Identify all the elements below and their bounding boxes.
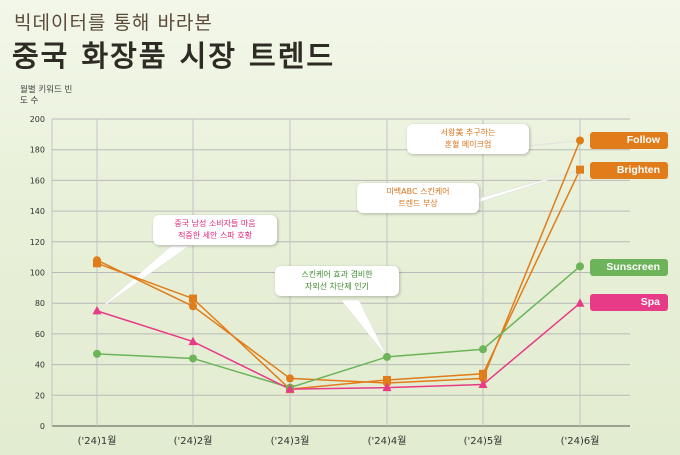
x-tick-label: ('24)4월: [368, 435, 407, 447]
data-point-brighten: [383, 375, 391, 384]
y-tick-label: 140: [30, 207, 45, 216]
callout-spa-line1: 중국 남성 소비자들 마음: [174, 219, 256, 228]
chart-subtitle: 빅데이터를 통해 바라본: [14, 12, 213, 34]
series-line-sunscreen: [96, 265, 581, 389]
data-point-sunscreen: [93, 349, 101, 358]
legend-brighten: Brighten: [590, 162, 668, 179]
callout-spa: 중국 남성 소비자들 마음 적중한 세안 스파 호황: [153, 215, 277, 245]
y-axis-label: 월별 키워드 빈도 수: [20, 85, 73, 106]
data-point-sunscreen: [383, 352, 391, 361]
y-tick-label: 200: [30, 115, 45, 124]
callout-pointer: [340, 299, 388, 358]
callout-follow-line1: 서왕美 추구하는: [440, 128, 496, 137]
y-tick-label: 0: [40, 422, 45, 431]
y-tick-label: 120: [30, 238, 45, 247]
callout-brighten-line1: 미백ABC 스킨케어: [386, 187, 450, 196]
data-point-spa: [188, 336, 198, 346]
callout-follow-line2: 혼혈 메이크업: [444, 140, 492, 149]
data-point-sunscreen: [189, 354, 197, 363]
data-point-follow: [286, 374, 294, 383]
data-point-brighten: [576, 165, 584, 174]
series-line-brighten: [96, 169, 581, 390]
callout-sunscreen: 스킨케어 효과 겸비한 자외선 차단제 인기: [275, 266, 399, 296]
legend-sunscreen: Sunscreen: [590, 259, 668, 276]
data-point-spa: [382, 382, 392, 392]
callout-brighten: 미백ABC 스킨케어 트렌드 부상: [357, 183, 479, 213]
x-tick-label: ('24)3월: [271, 435, 310, 447]
callout-sunscreen-line1: 스킨케어 효과 겸비한: [301, 270, 373, 279]
x-tick-label: ('24)1월: [78, 435, 117, 447]
callout-pointer: [96, 245, 190, 312]
callout-follow: 서왕美 추구하는 혼혈 메이크업: [407, 124, 529, 154]
chart-title: 중국 화장품 시장 트렌드: [12, 39, 336, 73]
data-point-follow: [189, 302, 197, 311]
y-tick-label: 40: [35, 361, 45, 370]
data-point-sunscreen: [479, 345, 487, 354]
data-point-brighten: [479, 369, 487, 378]
data-point-follow: [576, 136, 584, 145]
x-tick-label: ('24)5월: [464, 435, 503, 447]
series-line-spa: [96, 302, 581, 390]
y-tick-label: 180: [30, 146, 45, 155]
data-point-spa: [92, 305, 102, 315]
x-tick-label: ('24)2월: [174, 435, 213, 447]
y-tick-label: 160: [30, 176, 45, 185]
data-point-spa: [478, 379, 488, 389]
data-point-brighten: [93, 259, 101, 268]
data-point-spa: [575, 298, 585, 307]
data-point-spa: [285, 384, 295, 393]
legend-spa: Spa: [590, 294, 668, 311]
callout-brighten-line2: 트렌드 부상: [398, 199, 438, 208]
y-tick-label: 100: [30, 269, 45, 278]
callout-sunscreen-line2: 자외선 차단제 인기: [305, 282, 369, 291]
x-tick-label: ('24)6월: [561, 435, 600, 447]
y-tick-label: 60: [35, 330, 45, 339]
callout-spa-line2: 적중한 세안 스파 호황: [178, 231, 252, 240]
y-tick-label: 80: [35, 299, 45, 308]
data-point-brighten: [189, 294, 197, 303]
legend-follow: Follow: [590, 132, 668, 149]
data-point-sunscreen: [576, 262, 584, 271]
series-line-follow: [96, 140, 581, 384]
y-tick-label: 20: [35, 391, 45, 400]
